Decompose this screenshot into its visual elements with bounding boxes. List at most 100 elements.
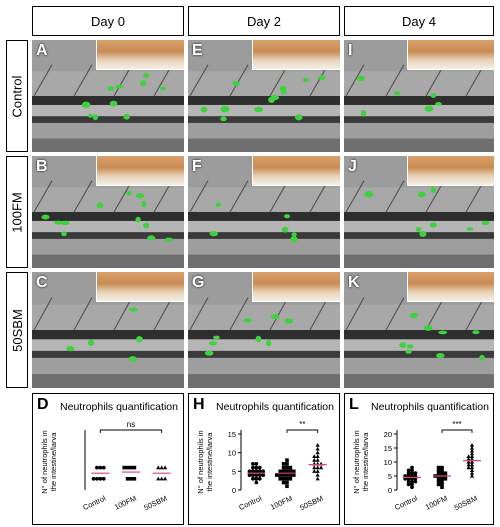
- chart-panel-h: H Neutrophils quantification N° of neutro…: [188, 393, 340, 525]
- y-tick-label: 15: [384, 444, 392, 453]
- y-tick-label: 10: [228, 449, 236, 458]
- data-point: [251, 461, 255, 466]
- data-point: [285, 477, 289, 481]
- data-point: [318, 465, 324, 470]
- significance-label: ns: [127, 420, 135, 429]
- data-point: [406, 482, 411, 487]
- data-point: [466, 457, 471, 461]
- data-point: [406, 471, 411, 476]
- data-point: [257, 465, 262, 470]
- data-point: [278, 477, 282, 481]
- data-point: [469, 471, 475, 475]
- data-point: [91, 476, 96, 481]
- micrograph-panel: B: [32, 156, 184, 268]
- data-point: [281, 477, 286, 481]
- data-point: [315, 446, 320, 451]
- data-point: [315, 465, 320, 470]
- micrograph-panel: K: [344, 272, 494, 388]
- y-axis-label: N° of neutrophils inthe intestine/larva: [352, 430, 370, 493]
- data-point: [413, 479, 418, 484]
- data-point: [275, 473, 279, 477]
- data-point: [443, 477, 448, 481]
- data-point: [257, 469, 262, 474]
- data-point: [251, 465, 255, 470]
- data-point: [469, 468, 475, 472]
- data-point: [95, 465, 99, 470]
- data-point: [440, 477, 444, 481]
- panel-letter: A: [36, 42, 48, 59]
- data-point: [156, 476, 161, 481]
- data-point: [261, 469, 266, 474]
- data-point: [410, 479, 414, 484]
- data-point: [132, 477, 137, 481]
- panel-letter: J: [348, 158, 357, 175]
- panel-letter: E: [192, 42, 203, 59]
- larva-inset-image: [251, 40, 340, 70]
- data-point: [278, 469, 282, 474]
- data-point: [469, 448, 475, 453]
- row-label-50sbm: 50SBM: [6, 272, 28, 388]
- data-point: [410, 471, 414, 476]
- data-point: [436, 468, 441, 473]
- larva-inset-image: [251, 156, 340, 186]
- data-point: [469, 473, 475, 478]
- chart-title: Neutrophils quantification: [216, 401, 334, 413]
- column-header-day-2: Day 2: [188, 6, 340, 36]
- data-point: [261, 473, 266, 477]
- micrograph-panel: C: [32, 272, 184, 388]
- larva-inset-image: [251, 272, 340, 302]
- micrograph-panel: G: [188, 272, 340, 388]
- data-point: [251, 473, 255, 477]
- data-point: [440, 471, 444, 475]
- data-point: [312, 465, 317, 470]
- x-tick-label: Control: [237, 494, 263, 513]
- data-point: [469, 457, 475, 461]
- data-point: [288, 473, 293, 477]
- row-label-control: Control: [6, 40, 28, 152]
- data-point: [247, 469, 252, 474]
- x-tick-label: Control: [393, 494, 419, 513]
- data-point: [129, 477, 133, 481]
- larva-inset-image: [407, 40, 494, 70]
- data-point: [257, 473, 262, 477]
- micrograph-panel: I: [344, 40, 494, 152]
- data-point: [436, 465, 441, 470]
- data-point: [410, 465, 414, 470]
- micrograph-panel: J: [344, 156, 494, 268]
- data-point: [315, 457, 320, 462]
- significance-bracket: [286, 429, 319, 433]
- data-point: [436, 471, 441, 475]
- panel-letter: L: [349, 396, 359, 413]
- y-tick-label: 0: [388, 486, 392, 495]
- micrograph-image: [344, 156, 494, 268]
- x-tick-label: 100FM: [269, 494, 294, 512]
- data-point: [312, 457, 317, 462]
- data-point: [292, 473, 296, 477]
- data-point: [281, 473, 286, 477]
- panel-letter: D: [37, 396, 49, 413]
- data-point: [436, 477, 441, 481]
- data-point: [440, 479, 444, 484]
- chart-panel-d: D Neutrophils quantification N° of neutro…: [32, 393, 184, 525]
- data-point: [466, 465, 471, 470]
- y-tick-label: 5: [388, 472, 392, 481]
- data-point: [466, 454, 471, 458]
- data-point: [440, 465, 444, 470]
- micrograph-image: [188, 272, 340, 388]
- data-point: [101, 465, 106, 470]
- data-point: [288, 465, 293, 470]
- data-point: [312, 469, 317, 473]
- data-point: [315, 472, 320, 477]
- data-point: [410, 485, 414, 490]
- neutrophil-chart-day-0: Neutrophils quantification N° of neutroph…: [40, 401, 178, 512]
- data-point: [469, 443, 475, 447]
- larva-inset-image: [407, 156, 494, 186]
- data-point: [129, 465, 133, 470]
- data-point: [254, 461, 259, 466]
- panel-letter: C: [36, 274, 48, 291]
- column-label: Day 4: [402, 13, 436, 29]
- data-point: [466, 459, 471, 464]
- data-point: [254, 476, 259, 481]
- data-point: [254, 465, 259, 470]
- x-tick-label: 100FM: [424, 494, 449, 512]
